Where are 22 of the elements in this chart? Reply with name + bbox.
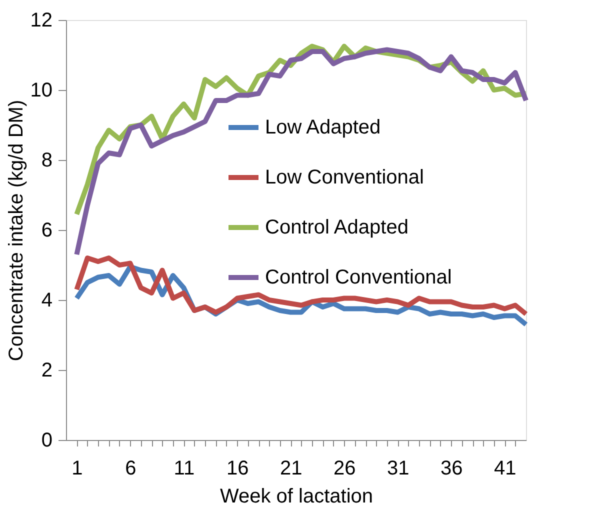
x-tick-label: 31 [387, 458, 410, 480]
x-tick-label: 26 [334, 458, 356, 480]
legend-label: Low Conventional [265, 166, 424, 188]
x-tick-label: 6 [125, 458, 136, 480]
y-tick-label: 2 [41, 360, 52, 382]
legend-label: Control Adapted [265, 216, 408, 238]
x-tick-label: 21 [280, 458, 302, 480]
x-tick-label: 16 [226, 458, 249, 480]
legend-label: Control Conventional [265, 266, 452, 288]
x-axis-title: Week of lactation [220, 486, 374, 508]
x-tick-label: 11 [174, 458, 195, 480]
y-tick-label: 4 [41, 290, 52, 312]
y-tick-label: 0 [41, 430, 52, 452]
x-tick-label: 36 [440, 458, 463, 480]
x-tick-label: 41 [494, 458, 516, 480]
legend-label: Low Adapted [265, 116, 381, 138]
y-tick-label: 10 [30, 80, 52, 102]
x-tick-label: 1 [72, 458, 83, 480]
y-axis-title: Concentrate intake (kg/d DM) [5, 100, 28, 362]
y-tick-label: 8 [41, 150, 52, 172]
y-tick-label: 6 [41, 220, 52, 242]
y-tick-label: 12 [30, 10, 52, 32]
